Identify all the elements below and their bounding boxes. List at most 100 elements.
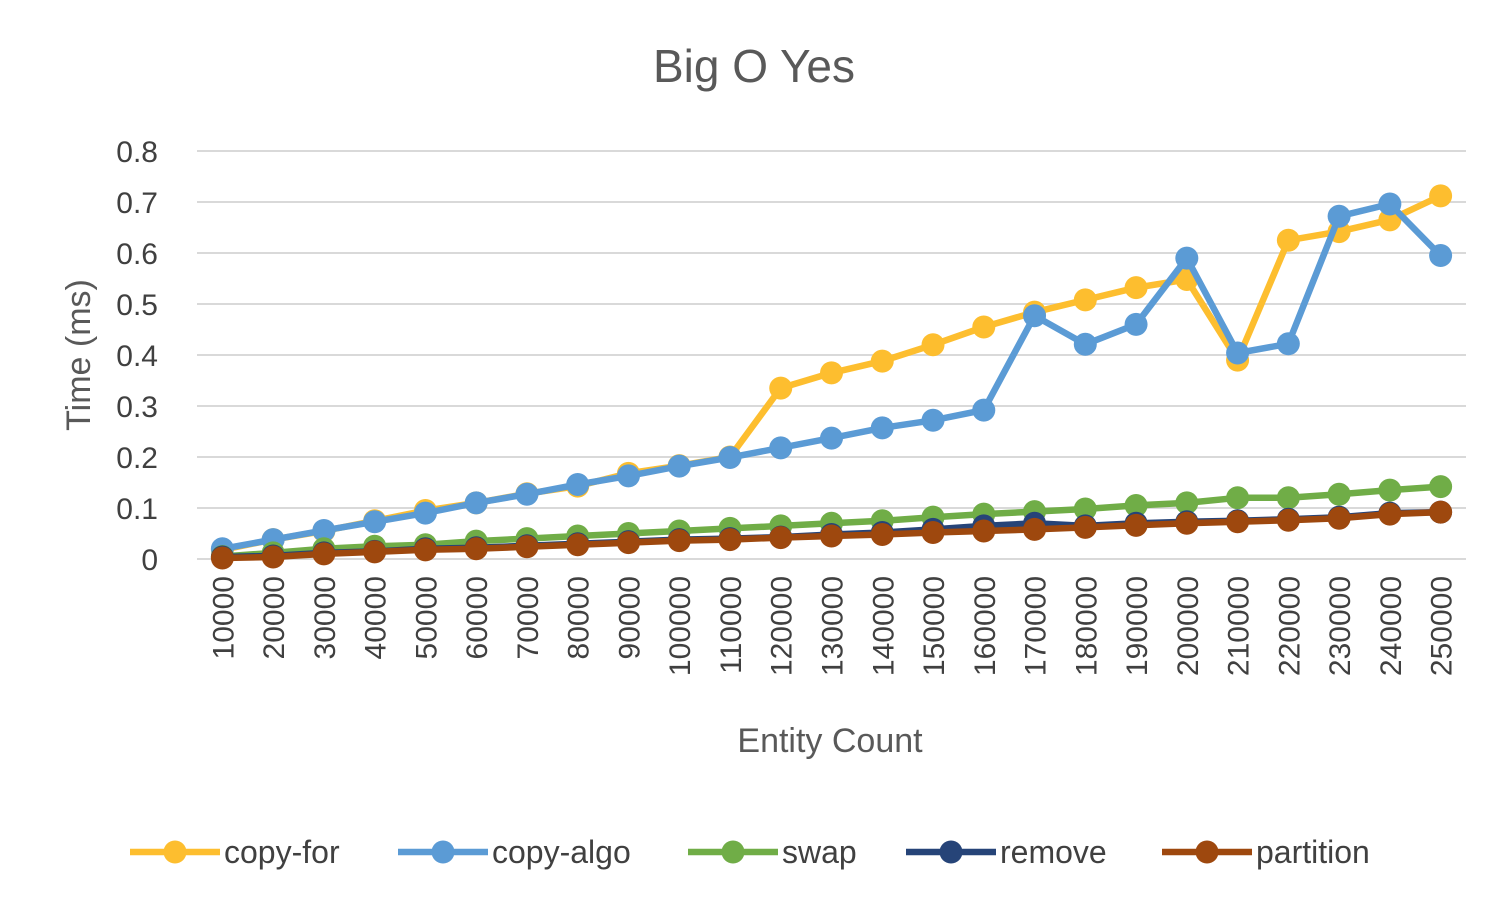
data-point: [667, 529, 691, 553]
x-tick-label: 100000: [664, 576, 697, 676]
x-tick-label: 250000: [1426, 576, 1459, 676]
data-point: [464, 537, 488, 561]
series-copy-for: [210, 184, 1453, 562]
legend-marker: [939, 840, 963, 864]
data-point: [870, 416, 894, 440]
data-point: [363, 540, 387, 564]
data-point: [616, 531, 640, 555]
data-point: [1378, 478, 1402, 502]
x-tick-label: 60000: [461, 576, 494, 659]
data-point: [515, 482, 539, 506]
data-point: [718, 528, 742, 552]
data-point: [1276, 332, 1300, 356]
data-point: [1429, 244, 1453, 268]
x-tick-label: 240000: [1375, 576, 1408, 676]
data-point: [1023, 517, 1047, 541]
x-tick-label: 80000: [563, 576, 596, 659]
data-point: [1073, 288, 1097, 312]
legend: copy-for copy-algo swap remove partition: [130, 834, 1370, 870]
data-point: [464, 491, 488, 515]
y-axis-title: Time (ms): [60, 279, 98, 431]
data-point: [1327, 204, 1351, 228]
x-tick-label: 70000: [512, 576, 545, 659]
x-tick-label: 160000: [969, 576, 1002, 676]
legend-label: remove: [1000, 834, 1107, 870]
x-tick-label: 20000: [258, 576, 291, 659]
legend-item-copy-algo: copy-algo: [398, 834, 631, 870]
data-point: [1429, 500, 1453, 524]
legend-label: partition: [1256, 834, 1370, 870]
legend-item-partition: partition: [1162, 834, 1370, 870]
x-axis-title: Entity Count: [737, 722, 923, 760]
data-point: [566, 473, 590, 497]
x-tick-label: 140000: [867, 576, 900, 676]
legend-label: copy-algo: [492, 834, 631, 870]
y-tick-label: 0.1: [116, 493, 158, 526]
data-point: [616, 464, 640, 488]
data-point: [1226, 510, 1250, 534]
data-point: [1073, 515, 1097, 539]
x-tick-label: 90000: [613, 576, 646, 659]
legend-item-remove: remove: [906, 834, 1107, 870]
series-group: [210, 184, 1453, 570]
data-point: [972, 519, 996, 543]
data-point: [1175, 511, 1199, 535]
data-point: [1226, 486, 1250, 510]
x-tick-label: 220000: [1273, 576, 1306, 676]
x-tick-label: 120000: [766, 576, 799, 676]
data-point: [1073, 497, 1097, 521]
legend-item-copy-for: copy-for: [130, 834, 340, 870]
chart-title: Big O Yes: [653, 40, 855, 92]
data-point: [1226, 341, 1250, 365]
y-tick-label: 0.6: [116, 238, 158, 271]
data-point: [972, 398, 996, 422]
data-point: [1023, 304, 1047, 328]
data-point: [921, 333, 945, 357]
data-point: [1378, 502, 1402, 526]
data-point: [566, 533, 590, 557]
data-point: [312, 518, 336, 542]
data-point: [769, 436, 793, 460]
x-tick-label: 150000: [918, 576, 951, 676]
data-point: [1073, 332, 1097, 356]
x-tick-label: 50000: [410, 576, 443, 659]
y-tick-label: 0.5: [116, 289, 158, 322]
data-point: [1175, 246, 1199, 270]
legend-item-swap: swap: [688, 834, 857, 870]
x-tick-label: 200000: [1172, 576, 1205, 676]
data-point: [820, 524, 843, 548]
legend-marker: [163, 840, 187, 864]
data-point: [1276, 486, 1300, 510]
data-point: [1175, 491, 1199, 515]
y-tick-label: 0: [141, 544, 158, 577]
x-tick-label: 130000: [817, 576, 850, 676]
data-point: [413, 501, 437, 525]
x-tick-label: 40000: [360, 576, 393, 659]
data-point: [1378, 192, 1402, 216]
legend-marker: [721, 840, 745, 864]
data-point: [1276, 228, 1300, 252]
data-point: [769, 526, 793, 550]
series-partition: [210, 500, 1453, 570]
x-tick-label: 210000: [1223, 576, 1256, 676]
data-point: [667, 454, 691, 478]
y-tick-label: 0.8: [116, 136, 158, 169]
y-tick-label: 0.7: [116, 187, 158, 220]
y-axis-ticks: 0 0.1 0.2 0.3 0.4 0.5 0.6 0.7 0.8: [116, 136, 158, 577]
data-point: [870, 349, 894, 373]
x-axis-ticks: 10000 20000 30000 40000 50000 60000 70000 80000…: [207, 576, 1458, 676]
data-point: [1429, 475, 1453, 499]
data-point: [210, 546, 234, 570]
data-point: [1124, 493, 1148, 517]
data-point: [769, 376, 793, 400]
y-tick-label: 0.2: [116, 442, 158, 475]
data-point: [870, 523, 894, 547]
data-point: [820, 426, 843, 450]
legend-label: copy-for: [224, 834, 340, 870]
data-point: [1124, 513, 1148, 537]
x-tick-label: 110000: [715, 576, 748, 674]
x-tick-label: 10000: [207, 576, 240, 659]
y-tick-label: 0.3: [116, 391, 158, 424]
data-point: [312, 542, 336, 566]
